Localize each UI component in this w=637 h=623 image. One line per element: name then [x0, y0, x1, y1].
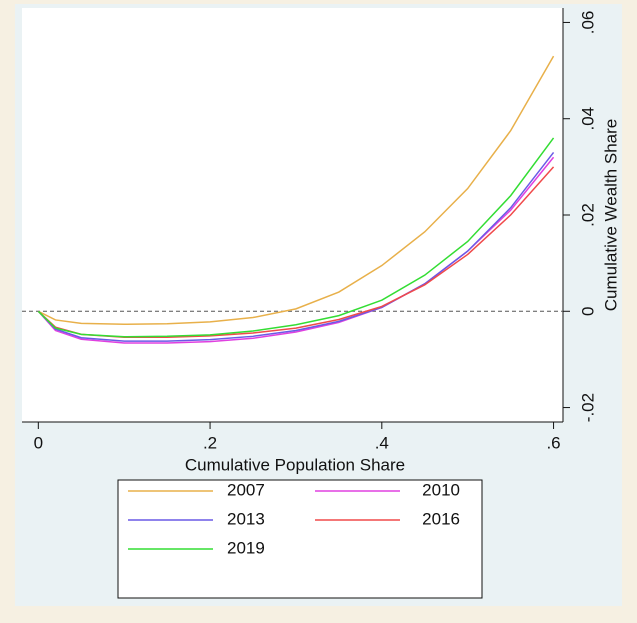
- x-tick-label: .4: [375, 433, 389, 452]
- series-line: [37, 55, 555, 326]
- y-tick-label: .06: [578, 11, 597, 35]
- legend-label: 2019: [227, 538, 265, 557]
- legend-label: 2007: [227, 480, 265, 499]
- x-tick-label: 0: [34, 433, 43, 452]
- x-tick-label: .6: [546, 433, 560, 452]
- series-line: [37, 137, 555, 338]
- plot-area: [22, 8, 563, 422]
- x-axis-title: Cumulative Population Share: [185, 455, 405, 474]
- legend-box: [117, 479, 483, 599]
- y-axis-title: Cumulative Wealth Share: [601, 119, 620, 311]
- legend-label: 2010: [422, 480, 460, 499]
- y-tick-label: .02: [578, 203, 597, 227]
- y-tick-label: 0: [578, 307, 597, 316]
- x-tick-label: .2: [203, 433, 217, 452]
- series-line: [37, 151, 555, 342]
- legend-label: 2016: [422, 509, 460, 528]
- legend-label: 2013: [227, 509, 265, 528]
- y-tick-label: .04: [578, 107, 597, 131]
- y-tick-label: -.02: [578, 393, 597, 422]
